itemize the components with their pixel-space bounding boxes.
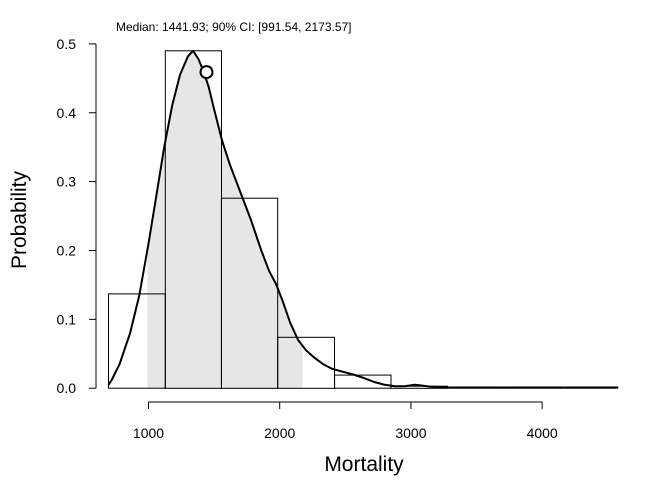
axes-layer: 0.0 0.1 0.2 0.3 0.4 0.5 1000 2000 3000 4000 — [57, 36, 558, 441]
x-tick-label: 4000 — [527, 425, 558, 441]
y-tick-label: 0.1 — [57, 311, 77, 327]
median-marker — [199, 65, 214, 80]
y-tick-label: 0.5 — [57, 36, 77, 52]
x-tick-label: 3000 — [395, 425, 426, 441]
histogram-bar-3 — [220, 197, 279, 389]
y-tick-label: 0.0 — [57, 380, 77, 396]
median-ci-annotation: Median: 1441.93; 90% CI: [991.54, 2173.5… — [116, 20, 352, 34]
density-curve — [107, 49, 619, 389]
density-curve-layer — [107, 49, 619, 389]
x-tick-label: 1000 — [133, 425, 164, 441]
x-axis-title: Mortality — [324, 453, 404, 476]
histogram-bar-5 — [334, 374, 392, 389]
ci-shaded-area-layer — [147, 50, 303, 389]
y-tick-label: 0.3 — [57, 174, 77, 190]
y-tick-label: 0.2 — [57, 242, 77, 258]
histogram-bar-4 — [277, 336, 336, 389]
x-tick-label: 2000 — [264, 425, 295, 441]
ci-shaded-area — [147, 50, 303, 389]
y-tick-label: 0.4 — [57, 105, 77, 121]
y-axis-title: Probability — [8, 170, 31, 269]
